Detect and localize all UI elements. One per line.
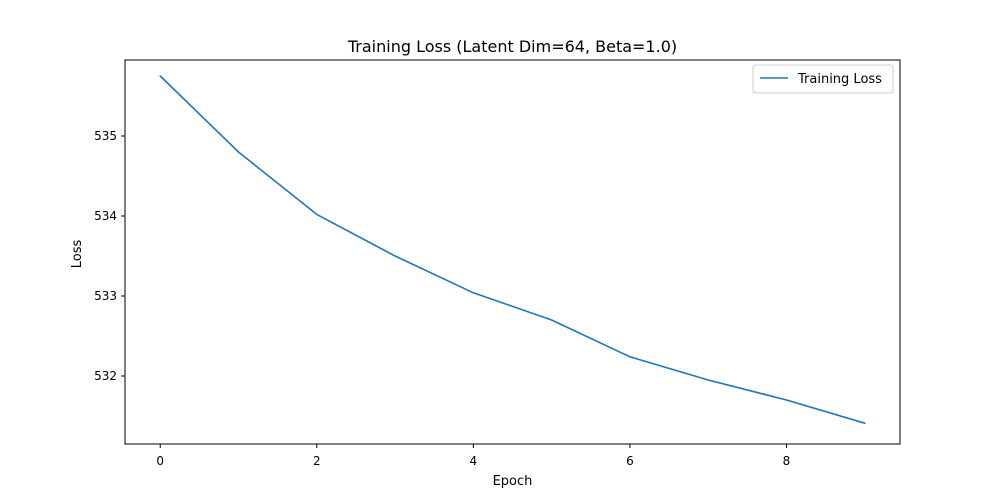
- y-tick-label: 532: [94, 369, 117, 383]
- plot-area: [124, 59, 901, 445]
- series-layer: [159, 75, 866, 425]
- legend-label: Training Loss: [797, 72, 882, 87]
- y-tick-label: 534: [94, 209, 117, 223]
- chart-title: Training Loss (Latent Dim=64, Beta=1.0): [347, 37, 677, 56]
- y-axis-ticks: 532 533 534 535: [94, 129, 125, 383]
- y-axis-label: Loss: [70, 240, 85, 269]
- x-tick-label: 6: [626, 454, 634, 468]
- legend: Training Loss: [752, 64, 894, 94]
- y-tick-label: 533: [94, 289, 117, 303]
- series-line-training-loss: [159, 75, 866, 425]
- x-tick-label: 0: [156, 454, 164, 468]
- x-axis-ticks: 0 2 4 6 8: [156, 444, 790, 468]
- y-tick-label: 535: [94, 129, 117, 143]
- axes-frame: [124, 59, 901, 445]
- x-tick-label: 4: [470, 454, 478, 468]
- x-tick-label: 8: [783, 454, 791, 468]
- x-axis-label: Epoch: [493, 474, 533, 489]
- legend-box: [752, 64, 894, 94]
- x-tick-label: 2: [313, 454, 321, 468]
